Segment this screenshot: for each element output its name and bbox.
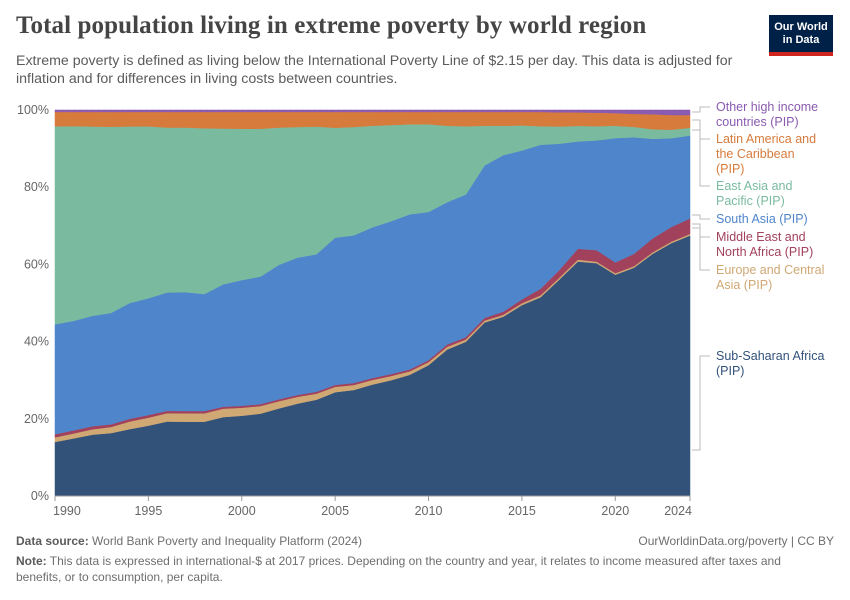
x-tick-label: 2024 — [664, 504, 692, 518]
y-axis: 0% 20% 40% 60% 80% 100% — [17, 103, 49, 503]
chart-title: Total population living in extreme pover… — [16, 12, 647, 39]
area-series[interactable] — [54, 109, 691, 497]
legend-connector — [692, 129, 710, 187]
x-tick-label: 1990 — [53, 504, 81, 518]
logo-line-2: in Data — [782, 33, 820, 46]
legend-label-europe-central-asia[interactable]: Europe and Central — [716, 263, 824, 277]
legend-label-europe-central-asia[interactable]: Asia (PIP) — [716, 278, 772, 292]
y-tick-label: 40% — [24, 335, 49, 349]
stacked-area-chart: 0% 20% 40% 60% 80% 100% 1990 1995 2000 2005 2010 2… — [17, 100, 824, 518]
owid-logo[interactable]: Our World in Data — [769, 15, 833, 56]
legend-label-east-asia-pacific[interactable]: Pacific (PIP) — [716, 194, 785, 208]
legend-connector — [692, 223, 710, 238]
legend-label-south-asia[interactable]: South Asia (PIP) — [716, 212, 808, 226]
chart-subtitle: Extreme poverty is defined as living bel… — [16, 53, 733, 87]
note-label: Note: — [16, 554, 47, 568]
legend-label-east-asia-pacific[interactable]: East Asia and — [716, 179, 792, 193]
legend-connector — [692, 355, 710, 451]
legend-label-other-high-income[interactable]: countries (PIP) — [716, 115, 799, 129]
logo-line-1: Our World — [774, 20, 828, 33]
legend-label-other-high-income[interactable]: Other high income — [716, 100, 818, 114]
chart-note: Note: This data is expressed in internat… — [16, 553, 816, 585]
y-tick-label: 60% — [24, 257, 49, 271]
legend-label-latin-america-caribbean[interactable]: the Caribbean — [716, 147, 795, 161]
x-tick-label: 2010 — [415, 504, 443, 518]
x-tick-label: 2005 — [321, 504, 349, 518]
x-tick-label: 1995 — [134, 504, 162, 518]
legend-label-sub-saharan-africa[interactable]: Sub-Saharan Africa — [716, 349, 824, 363]
y-tick-label: 100% — [17, 103, 49, 117]
legend-connector — [692, 106, 710, 113]
legend-connector — [692, 214, 710, 220]
legend-label-middle-east-north-africa[interactable]: Middle East and — [716, 230, 806, 244]
legend-label-middle-east-north-africa[interactable]: North Africa (PIP) — [716, 245, 813, 259]
y-tick-label: 0% — [31, 489, 49, 503]
x-tick-label: 2015 — [508, 504, 536, 518]
y-tick-label: 20% — [24, 412, 49, 426]
data-source: Data source: World Bank Poverty and Ineq… — [16, 533, 362, 549]
y-tick-label: 80% — [24, 180, 49, 194]
license-link[interactable]: OurWorldinData.org/poverty | CC BY — [638, 534, 834, 548]
legend-label-latin-america-caribbean[interactable]: Latin America and — [716, 132, 816, 146]
source-text: World Bank Poverty and Inequality Platfo… — [92, 534, 362, 548]
legend-connector — [692, 227, 710, 271]
x-axis: 1990 1995 2000 2005 2010 2015 2020 2024 — [53, 495, 692, 518]
legend-label-sub-saharan-africa[interactable]: (PIP) — [716, 364, 744, 378]
x-tick-label: 2000 — [228, 504, 256, 518]
area-other-high-income[interactable] — [54, 109, 691, 116]
x-tick-label: 2020 — [601, 504, 629, 518]
source-label: Data source: — [16, 534, 89, 548]
legend-label-latin-america-caribbean[interactable]: (PIP) — [716, 162, 744, 176]
note-text: This data is expressed in international-… — [16, 554, 781, 584]
